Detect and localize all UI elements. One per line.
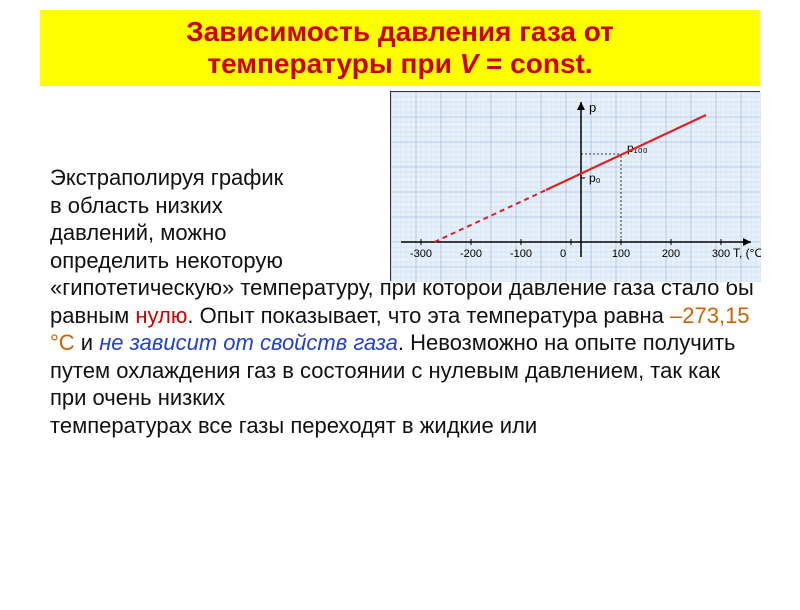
para-text: температурах все газы переходят в жидкие… [50, 413, 537, 438]
page-title: Зависимость давления газа от температуры… [60, 16, 740, 80]
para-line: Экстраполируя график [50, 164, 370, 192]
svg-text:p: p [589, 100, 596, 115]
no-dependency: не зависит от свойств газа [99, 330, 398, 355]
svg-text:-300: -300 [410, 248, 432, 260]
svg-text:T, (°C): T, (°C) [733, 246, 761, 260]
chart-svg: -300-200-1000100200300T, (°C)pp₀p₁₀₀ [391, 92, 761, 282]
svg-text:-100: -100 [510, 248, 532, 260]
para-line: определить некоторую [50, 247, 370, 275]
zero-word: нулю [135, 303, 187, 328]
svg-text:200: 200 [662, 248, 680, 260]
para-text: и [75, 330, 100, 355]
para-line: в область низких [50, 192, 370, 220]
svg-text:0: 0 [560, 248, 566, 260]
para-line: давлений, можно [50, 219, 370, 247]
content-area: -300-200-1000100200300T, (°C)pp₀p₁₀₀ Экс… [0, 86, 800, 439]
title-line1: Зависимость давления газа от [186, 16, 614, 47]
svg-text:p₀: p₀ [589, 171, 601, 185]
title-bar: Зависимость давления газа от температуры… [40, 10, 760, 86]
title-var: V [460, 48, 479, 79]
svg-text:300: 300 [712, 248, 730, 260]
para-text: . Опыт показывает, что эта температура р… [187, 303, 670, 328]
title-line2: температуры при [207, 48, 459, 79]
svg-text:100: 100 [612, 248, 630, 260]
pressure-temperature-chart: -300-200-1000100200300T, (°C)pp₀p₁₀₀ [390, 91, 760, 281]
svg-text:-200: -200 [460, 248, 482, 260]
title-eq: = const. [478, 48, 592, 79]
